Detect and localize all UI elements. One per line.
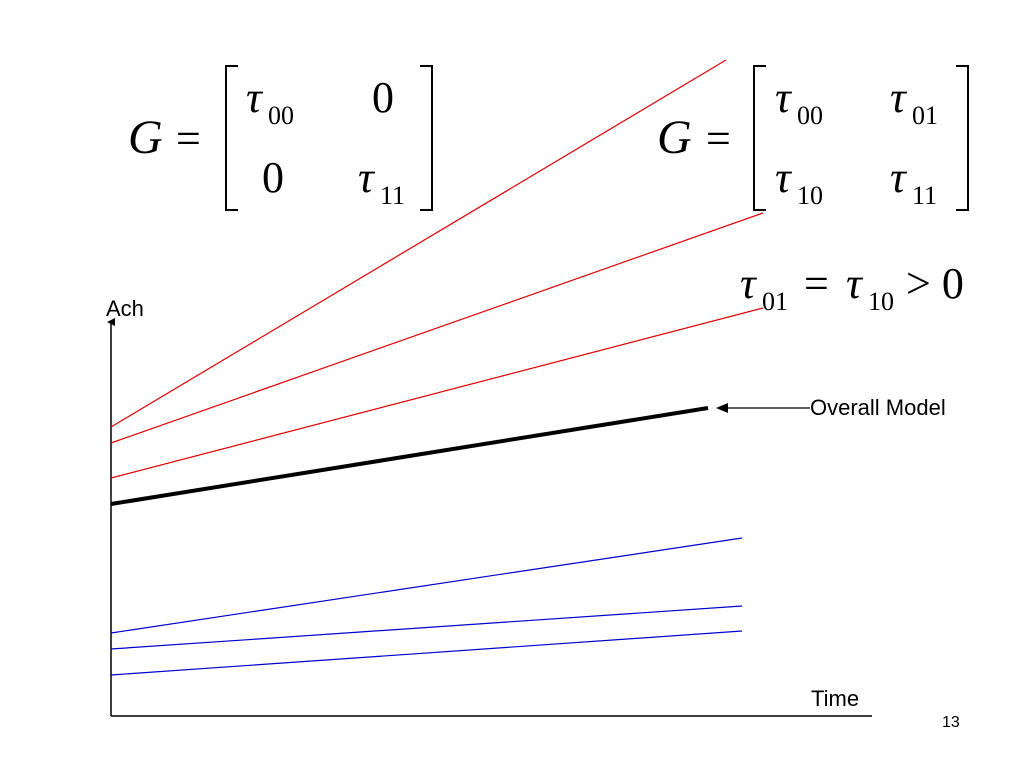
page-number: 13: [942, 714, 960, 731]
matrix-right-equals: =: [706, 114, 731, 163]
blue-line-1: [110, 537, 743, 634]
matrix-right-r0c0-base: τ: [775, 73, 793, 122]
callout-overall-model: Overall Model: [716, 395, 946, 420]
matrix-right: G = τ 00 τ 01 τ 10 τ 11: [657, 65, 969, 211]
x-axis-label: Time: [811, 686, 859, 711]
matrix-left-r1c1-sub: 11: [380, 181, 405, 210]
callout-label: Overall Model: [810, 395, 946, 420]
red-line-3: [110, 307, 764, 479]
matrix-right-bracket-left: [753, 65, 766, 211]
matrix-left-lhs: G: [128, 111, 163, 164]
matrix-left-r1c0: 0: [262, 153, 284, 202]
matrix-right-r1c0-base: τ: [775, 153, 793, 202]
matrix-left-r1c1-base: τ: [358, 153, 376, 202]
matrix-right-lhs: G: [657, 111, 692, 164]
condition-gt: > 0: [906, 259, 964, 308]
callout-arrow-icon: [716, 403, 728, 413]
condition-a-sub: 01: [762, 287, 788, 316]
matrix-left-r0c0-base: τ: [246, 73, 264, 122]
matrix-left-bracket-left: [225, 65, 238, 211]
blue-line-3: [110, 630, 743, 676]
condition-equation: τ 01 = τ 10 > 0: [740, 259, 964, 316]
overall-model-line: [110, 406, 709, 506]
matrix-right-r1c0-sub: 10: [797, 181, 823, 210]
y-axis-label: Ach: [106, 296, 144, 321]
matrix-left-equals: =: [176, 114, 201, 163]
condition-eq: =: [804, 259, 829, 308]
matrix-left-bracket-right: [420, 65, 433, 211]
red-line-2: [110, 212, 764, 444]
matrix-right-bracket-right: [956, 65, 969, 211]
red-line-1: [110, 59, 727, 428]
condition-a-base: τ: [740, 259, 758, 308]
matrix-left-r0c0-sub: 00: [268, 101, 294, 130]
matrix-right-r1c1-sub: 11: [912, 181, 937, 210]
matrix-right-r0c1-base: τ: [890, 73, 908, 122]
matrix-left: G = τ 00 0 0 τ 11: [128, 65, 433, 211]
matrix-right-r0c0-sub: 00: [797, 101, 823, 130]
matrix-left-r0c1: 0: [372, 73, 394, 122]
matrix-right-r0c1-sub: 01: [912, 101, 938, 130]
matrix-right-r1c1-base: τ: [890, 153, 908, 202]
condition-b-sub: 10: [868, 287, 894, 316]
blue-line-2: [110, 605, 743, 650]
condition-b-base: τ: [846, 259, 864, 308]
